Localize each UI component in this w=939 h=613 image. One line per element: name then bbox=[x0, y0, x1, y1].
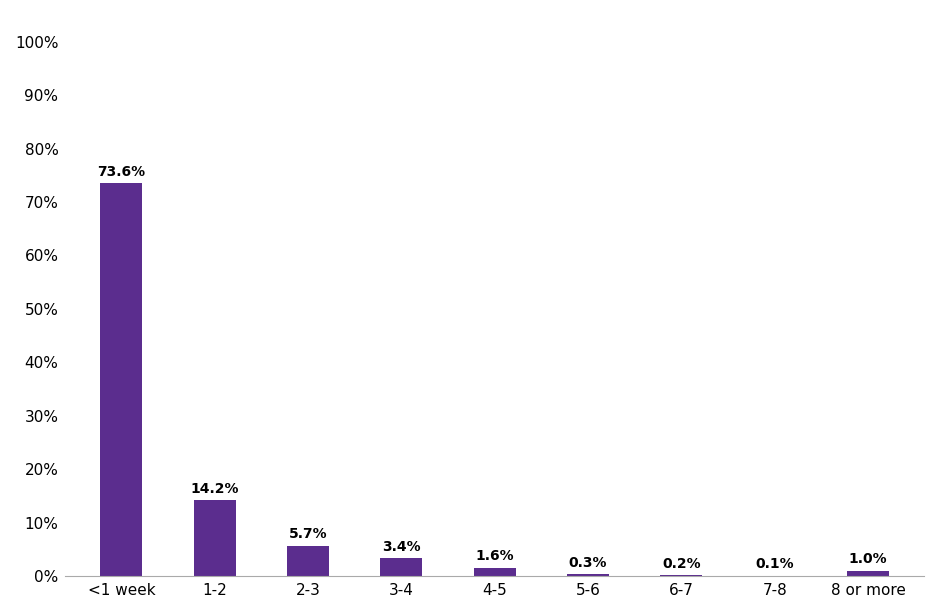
Text: 5.7%: 5.7% bbox=[289, 527, 328, 541]
Bar bbox=[660, 575, 702, 576]
Bar bbox=[847, 571, 889, 576]
Bar bbox=[473, 568, 516, 576]
Text: 3.4%: 3.4% bbox=[382, 539, 421, 554]
Text: 14.2%: 14.2% bbox=[191, 482, 239, 496]
Bar bbox=[567, 574, 609, 576]
Text: 73.6%: 73.6% bbox=[98, 164, 146, 178]
Bar bbox=[100, 183, 143, 576]
Text: 0.3%: 0.3% bbox=[569, 556, 608, 570]
Bar bbox=[380, 558, 423, 576]
Text: 1.6%: 1.6% bbox=[475, 549, 514, 563]
Bar bbox=[287, 546, 329, 576]
Text: 0.1%: 0.1% bbox=[755, 557, 794, 571]
Bar bbox=[193, 500, 236, 576]
Text: 1.0%: 1.0% bbox=[849, 552, 887, 566]
Text: 0.2%: 0.2% bbox=[662, 557, 700, 571]
